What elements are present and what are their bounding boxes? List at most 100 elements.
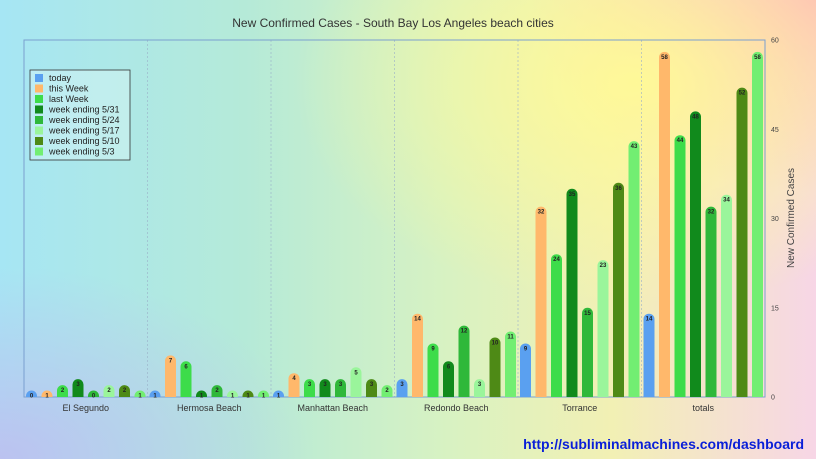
bar-value-label: 9	[431, 346, 435, 352]
legend-swatch	[35, 116, 43, 124]
x-category-label: Hermosa Beach	[177, 403, 242, 413]
bar-value-label: 3	[400, 382, 404, 388]
legend-entry: week ending 5/10	[48, 136, 120, 146]
bar	[752, 51, 763, 398]
bar-value-label: 1	[262, 394, 266, 400]
bar-value-label: 14	[646, 317, 653, 323]
bar-value-label: 5	[354, 370, 358, 376]
bar	[26, 390, 37, 397]
bar	[535, 206, 547, 397]
bar	[72, 379, 84, 397]
bar-value-label: 10	[492, 341, 499, 347]
bar	[134, 390, 146, 397]
bar	[643, 313, 655, 397]
bar	[443, 361, 454, 397]
legend-box	[29, 69, 131, 161]
legend-entry: today	[49, 73, 72, 83]
bar-value-label: 1	[246, 394, 250, 400]
bar-value-label: 3	[478, 382, 482, 388]
bar-value-label: 15	[584, 311, 591, 317]
bar-value-label: 6	[184, 364, 188, 370]
chart-title: New Confirmed Cases - South Bay Los Ange…	[232, 16, 554, 30]
bar	[41, 390, 53, 397]
bar	[366, 379, 377, 397]
bar-value-label: 1	[200, 394, 204, 400]
bar	[211, 385, 223, 397]
bar-value-label: 32	[538, 210, 545, 216]
bar-value-label: 1	[277, 394, 281, 400]
y-tick-label: 0	[771, 395, 775, 402]
bar-value-label: 32	[708, 210, 715, 216]
legend-swatch	[35, 137, 43, 145]
bar-value-label: 36	[615, 186, 622, 192]
bar	[103, 385, 115, 397]
bar-value-label: 58	[754, 55, 761, 61]
bar-value-label: 1	[153, 394, 157, 400]
grid	[147, 40, 642, 397]
legend-entry: this Week	[49, 84, 89, 94]
legend-entry: week ending 5/17	[48, 126, 120, 136]
bar	[690, 111, 701, 397]
bar	[458, 325, 470, 397]
bar	[721, 194, 732, 397]
bar-value-label: 2	[61, 388, 65, 394]
bar	[227, 390, 238, 397]
bar-value-label: 11	[507, 335, 514, 341]
bar	[258, 390, 269, 397]
bar-value-label: 6	[447, 364, 451, 370]
bar-value-label: 7	[169, 358, 173, 364]
x-category-label: Manhattan Beach	[297, 403, 368, 413]
bar	[489, 337, 501, 397]
dashboard-url[interactable]: http://subliminalmachines.com/dashboard	[523, 436, 804, 452]
legend-swatch	[35, 95, 43, 103]
bar	[180, 361, 192, 397]
bar-value-label: 1	[45, 394, 49, 400]
bar	[505, 331, 516, 397]
y-tick-label: 30	[771, 216, 779, 223]
bar-value-label: 12	[461, 329, 468, 335]
legend-entry: week ending 5/31	[48, 105, 120, 115]
bar	[196, 390, 207, 397]
legend-entry: week ending 5/24	[48, 115, 120, 125]
bar-value-label: 44	[677, 138, 684, 144]
bar-value-label: 2	[107, 388, 111, 394]
y-axis: 0 15 30 45 60	[771, 38, 779, 402]
bar	[304, 379, 315, 397]
bar-value-label: 3	[323, 382, 327, 388]
bar-value-label: 14	[414, 317, 421, 323]
x-category-label: Redondo Beach	[424, 403, 489, 413]
bar-value-label: 35	[569, 192, 576, 198]
x-category-label: totals	[692, 403, 714, 413]
bar	[474, 379, 485, 397]
y-axis-label: New Confirmed Cases	[786, 168, 797, 268]
bar	[350, 367, 362, 397]
bar-value-label: 3	[308, 382, 312, 388]
bar-value-label: 1	[138, 394, 142, 400]
bar-value-label: 48	[692, 114, 699, 120]
bar	[566, 188, 578, 397]
bar-value-label: 24	[553, 257, 560, 263]
legend-swatch	[35, 74, 43, 82]
bar	[427, 343, 439, 397]
bar-value-label: 3	[76, 382, 80, 388]
bar	[736, 87, 748, 397]
y-tick-label: 15	[771, 305, 779, 312]
bar	[119, 385, 130, 397]
bar	[551, 254, 562, 397]
bar	[319, 379, 331, 397]
plot-area	[23, 39, 766, 398]
bar-value-label: 58	[661, 55, 668, 61]
bar-value-label: 34	[723, 198, 730, 204]
bar-value-label: 52	[739, 91, 746, 97]
bar	[705, 206, 717, 397]
bar	[396, 379, 408, 397]
bar-value-label: 1	[231, 394, 235, 400]
x-category-label: El Segundo	[62, 403, 109, 413]
bar	[335, 379, 346, 397]
bar	[165, 355, 176, 397]
bar-value-label: 2	[123, 388, 127, 394]
bar-value-label: 9	[524, 346, 528, 352]
legend-entry: last Week	[49, 94, 89, 104]
bar-value-label: 4	[292, 376, 296, 382]
